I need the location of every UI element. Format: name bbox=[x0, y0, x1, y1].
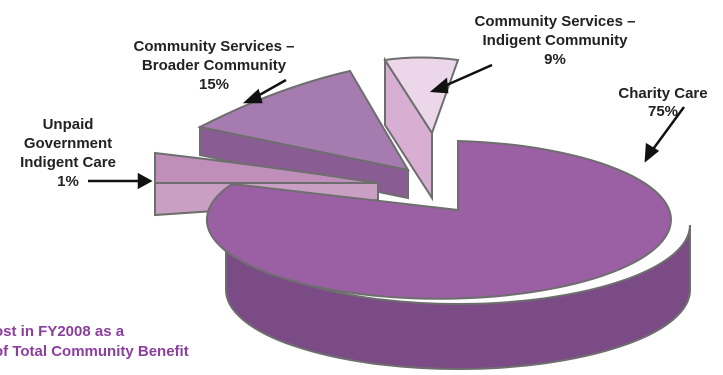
leader-arrows bbox=[88, 63, 686, 190]
label-broader-community: Community Services – Broader Community 1… bbox=[134, 38, 295, 93]
slice-label-broader-community-line1: Community Services – bbox=[134, 38, 295, 55]
label-indigent-community: Community Services – Indigent Community … bbox=[475, 13, 636, 68]
slice-value-charity-care: 75% bbox=[648, 103, 678, 120]
slice-top-indigent-community bbox=[383, 56, 460, 136]
slice-value-broader-community: 15% bbox=[199, 76, 229, 93]
arrow-unpaid-government bbox=[88, 172, 153, 190]
slice-label-indigent-community-line1: Community Services – bbox=[475, 13, 636, 30]
slice-value-unpaid-government: 1% bbox=[57, 173, 79, 190]
slice-value-indigent-community: 9% bbox=[544, 51, 566, 68]
slice-label-unpaid-government-line3: Indigent Care bbox=[20, 154, 116, 171]
slice-top-unpaid-government bbox=[154, 151, 379, 184]
chart-title-line1: ost in FY2008 as a bbox=[0, 323, 125, 340]
arrow-broader-community bbox=[242, 78, 287, 104]
chart-title: ost in FY2008 as a of Total Community Be… bbox=[0, 323, 189, 360]
label-unpaid-government: Unpaid Government Indigent Care 1% bbox=[20, 116, 116, 190]
slice-label-charity-care: Charity Care bbox=[618, 85, 707, 102]
arrow-indigent-community bbox=[429, 63, 493, 94]
slice-label-unpaid-government-line1: Unpaid bbox=[43, 116, 94, 133]
slice-top-charity-care bbox=[205, 139, 672, 300]
slice-label-indigent-community-line2: Indigent Community bbox=[483, 32, 629, 49]
arrow-charity-care bbox=[644, 106, 686, 163]
pie-top-faces bbox=[154, 56, 672, 300]
slice-label-broader-community-line2: Broader Community bbox=[142, 57, 287, 74]
slice-side-charity-care bbox=[225, 224, 691, 370]
slice-label-unpaid-government-line2: Government bbox=[24, 135, 112, 152]
label-charity-care: Charity Care 75% bbox=[618, 85, 707, 120]
slice-top-broader-community bbox=[197, 69, 410, 172]
chart-title-line2: of Total Community Benefit bbox=[0, 343, 189, 360]
